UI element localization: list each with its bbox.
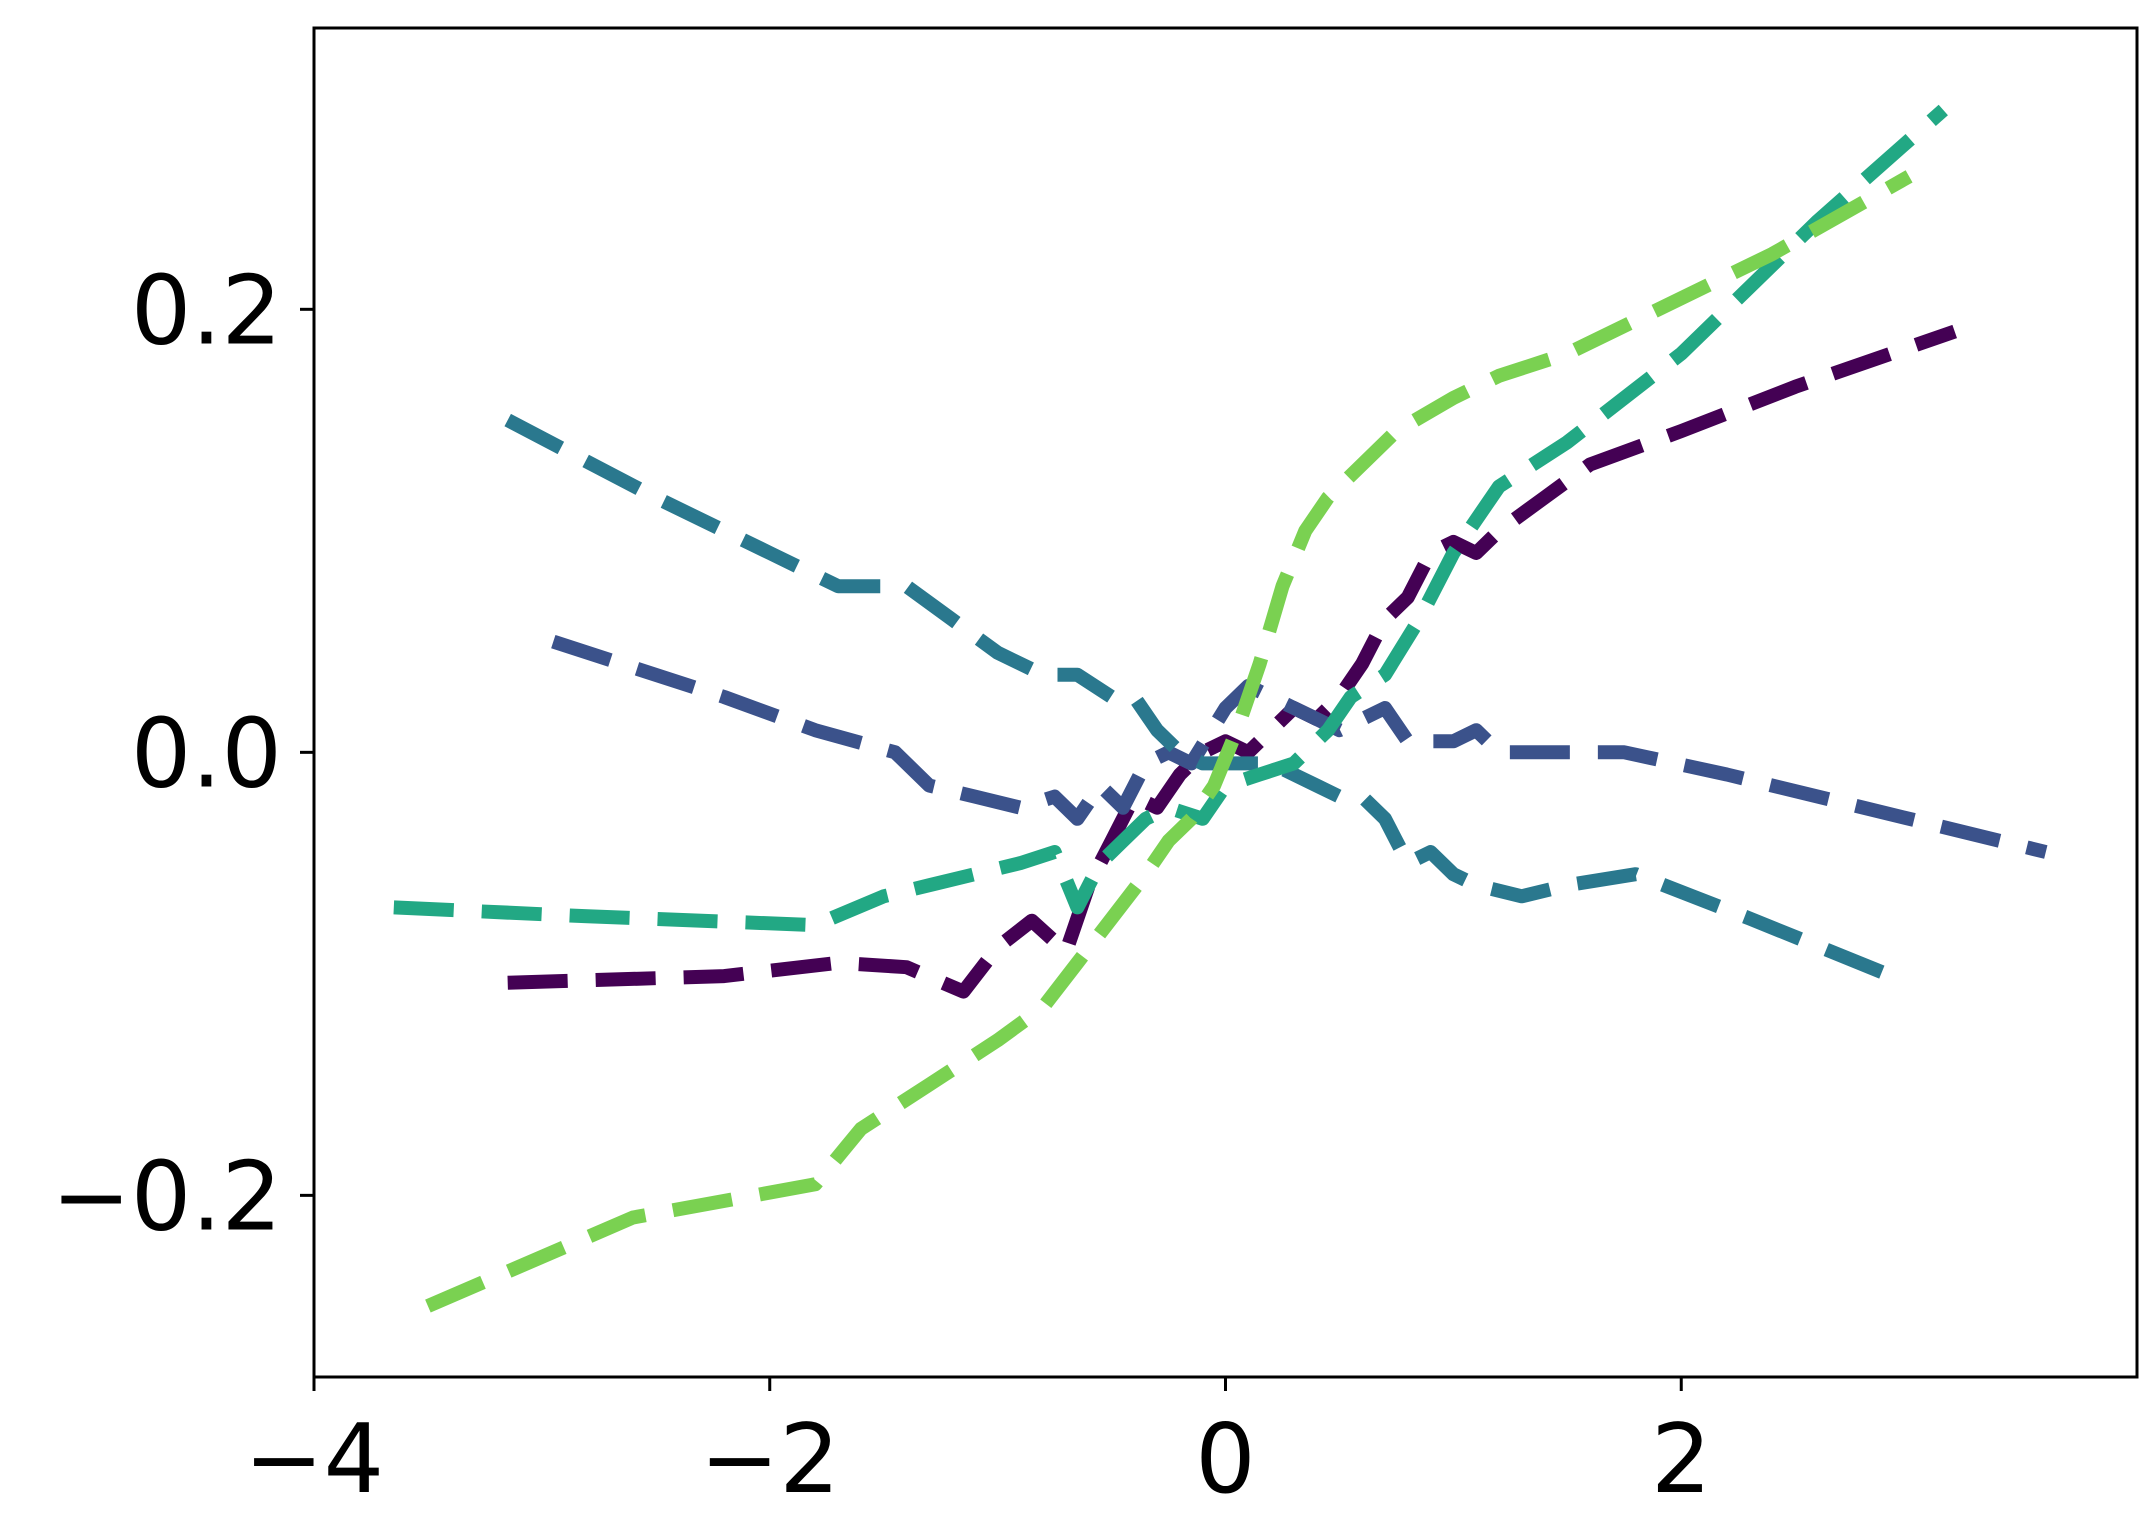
- y-tick-label: −0.2: [51, 1142, 282, 1252]
- series-line-5: [425, 170, 1913, 1313]
- series-layer: [393, 104, 2048, 1313]
- x-tick-label: 2: [1651, 1405, 1711, 1515]
- series-line-3: [504, 413, 1889, 981]
- y-tick-label: 0.2: [131, 256, 282, 366]
- x-tick-label: −2: [700, 1405, 840, 1515]
- series-line-4: [393, 104, 1948, 933]
- y-axis: −0.2 0.0 0.2: [51, 256, 314, 1252]
- series-line-2: [551, 634, 2048, 859]
- series-line-1: [507, 324, 1957, 999]
- x-tick-label: 0: [1195, 1405, 1255, 1515]
- x-axis: −4 −2 0 2: [244, 1377, 1711, 1515]
- y-tick-label: 0.0: [131, 699, 282, 809]
- x-tick-label: −4: [244, 1405, 384, 1515]
- axes-layer: −4 −2 0 2 −0.2 0.0 0.2: [51, 26, 2139, 1515]
